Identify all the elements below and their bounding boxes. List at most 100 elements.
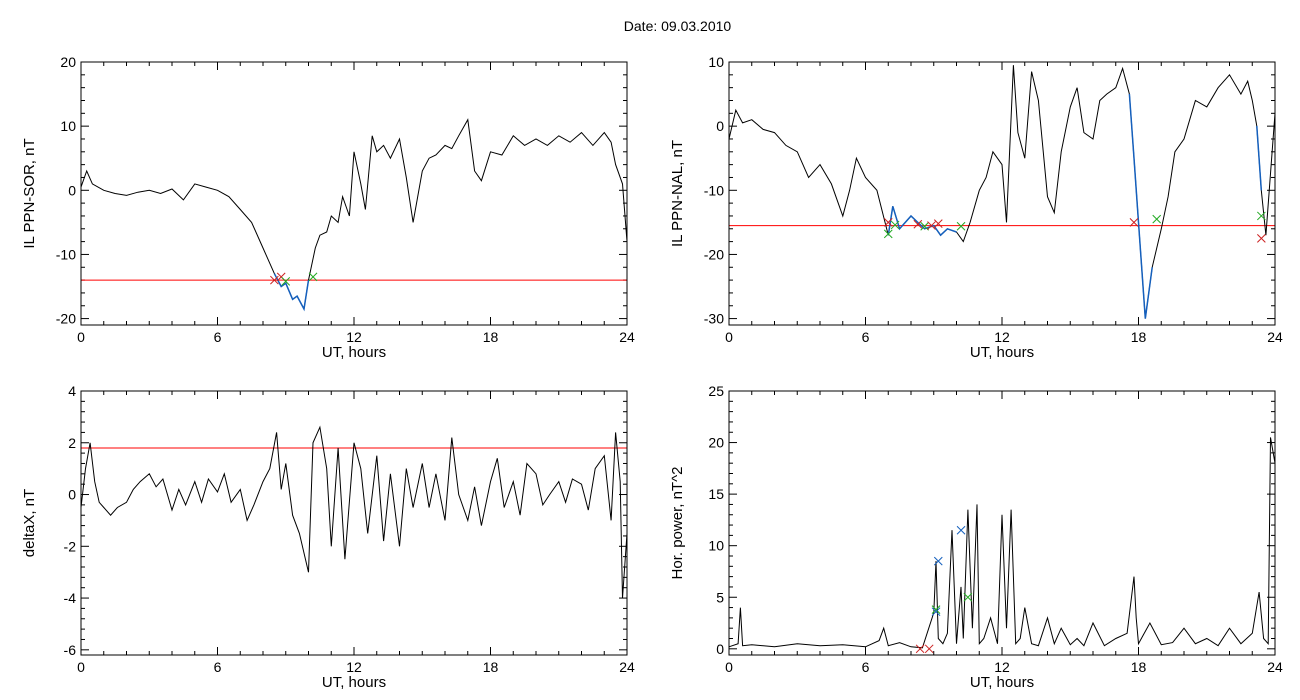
x-tick-label: 18 — [483, 329, 499, 345]
y-tick-label: 10 — [60, 118, 76, 134]
marker-stroke — [276, 272, 286, 282]
marker-stroke — [933, 219, 943, 229]
marker-green — [956, 221, 966, 231]
x-tick-label: 0 — [77, 329, 85, 345]
marker-stroke — [1256, 211, 1266, 221]
x-tick-label: 12 — [994, 659, 1010, 675]
marker-stroke — [1152, 214, 1162, 224]
marker-green — [963, 592, 973, 602]
y-tick-label: 0 — [716, 118, 724, 134]
marker-green — [883, 229, 893, 239]
series-line — [80, 425, 628, 599]
marker-red — [933, 219, 943, 229]
marker-stroke — [883, 229, 893, 239]
plot-frame — [728, 390, 1276, 656]
marker-green — [308, 272, 318, 282]
x-tick-label: 6 — [862, 659, 870, 675]
marker-stroke — [913, 219, 923, 229]
marker-stroke — [920, 221, 930, 231]
marker-stroke — [915, 644, 925, 654]
chart-panel-il-ppn-sor: 0 6 12 18 24 -20 -10 0 10 20 UT, hours IL PPN-SOR, … — [21, 54, 635, 361]
y-axis-label: deltaX, nT — [21, 489, 38, 557]
x-tick-label: 0 — [77, 659, 85, 675]
marker-red — [913, 219, 923, 229]
x-tick-label: 12 — [994, 329, 1010, 345]
highlight-segment — [887, 206, 957, 237]
marker-stroke — [963, 592, 973, 602]
y-tick-label: -2 — [64, 538, 77, 554]
x-axis-label: UT, hours — [970, 674, 1034, 691]
x-tick-label: 18 — [1131, 329, 1147, 345]
marker-stroke — [308, 272, 318, 282]
y-tick-label: -30 — [704, 311, 724, 327]
marker-red — [927, 221, 936, 230]
y-tick-label: 5 — [716, 589, 724, 605]
x-tick-label: 0 — [725, 329, 733, 345]
y-tick-label: 10 — [708, 54, 724, 70]
x-tick-label: 12 — [346, 329, 362, 345]
marker-red — [1256, 234, 1266, 243]
marker-stroke — [927, 221, 936, 230]
highlight-segment — [1256, 126, 1263, 191]
plot-frame — [728, 61, 1276, 326]
x-tick-label: 24 — [619, 659, 635, 675]
series-line — [728, 65, 1276, 319]
marker-stroke — [956, 221, 966, 231]
marker-red — [924, 644, 934, 654]
x-axis-label: UT, hours — [970, 344, 1034, 361]
marker-stroke — [1129, 218, 1139, 227]
marker-stroke — [890, 220, 900, 230]
marker-red — [883, 218, 893, 227]
x-tick-label: 24 — [1267, 659, 1283, 675]
x-tick-label: 6 — [214, 659, 222, 675]
series-line — [728, 437, 1276, 649]
y-tick-label: 2 — [68, 435, 76, 451]
marker-blue — [956, 525, 966, 535]
y-tick-label: -20 — [56, 311, 76, 327]
y-tick-label: 0 — [68, 487, 76, 503]
marker-stroke — [281, 277, 291, 286]
page-title: Date: 09.03.2010 — [623, 18, 732, 34]
marker-stroke — [924, 644, 934, 654]
x-tick-label: 18 — [1131, 659, 1147, 675]
y-tick-label: 15 — [708, 486, 724, 502]
x-tick-label: 6 — [862, 329, 870, 345]
plot-frame — [80, 390, 628, 656]
y-tick-label: 10 — [708, 538, 724, 554]
marker-stroke — [931, 607, 941, 617]
y-axis-label: Hor. power, nT^2 — [669, 467, 686, 580]
marker-blue — [931, 607, 941, 617]
marker-stroke — [931, 605, 941, 614]
highlight-segment — [1128, 94, 1153, 319]
y-tick-label: -10 — [56, 246, 76, 262]
marker-stroke — [933, 556, 943, 566]
y-tick-label: 20 — [60, 54, 76, 70]
y-tick-label: 20 — [708, 435, 724, 451]
plot-frame — [80, 61, 628, 326]
x-axis-label: UT, hours — [322, 674, 386, 691]
marker-green — [920, 221, 930, 231]
x-tick-label: 12 — [346, 659, 362, 675]
marker-green — [931, 605, 941, 614]
y-axis-label: IL PPN-NAL, nT — [669, 140, 686, 247]
y-tick-label: -20 — [704, 246, 724, 262]
marker-stroke — [1256, 234, 1266, 243]
marker-green — [1256, 211, 1266, 221]
marker-green — [281, 277, 291, 286]
x-tick-label: 24 — [1267, 329, 1283, 345]
y-tick-label: 4 — [68, 383, 76, 399]
x-tick-label: 24 — [619, 329, 635, 345]
y-tick-label: -4 — [64, 590, 77, 606]
highlight-segment — [273, 273, 310, 312]
y-tick-label: 0 — [68, 182, 76, 198]
chart-panel-hor-power: 0 6 12 18 24 0 5 10 15 20 25 UT, hours Hor. power, n… — [669, 383, 1283, 691]
marker-blue — [933, 556, 943, 566]
chart-panel-il-ppn-nal: 0 6 12 18 24 -30 -20 -10 0 10 UT, hours IL PPN-NAL,… — [669, 54, 1283, 361]
y-tick-label: -10 — [704, 182, 724, 198]
marker-red — [270, 275, 279, 285]
marker-stroke — [956, 525, 966, 535]
x-tick-label: 18 — [483, 659, 499, 675]
marker-red — [915, 644, 925, 654]
